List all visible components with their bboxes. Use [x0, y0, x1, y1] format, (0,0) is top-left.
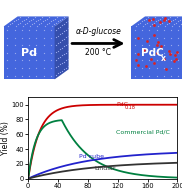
- Text: Lindlar: Lindlar: [94, 166, 115, 171]
- Text: PdC: PdC: [116, 102, 128, 107]
- Y-axis label: Yield (%): Yield (%): [1, 121, 10, 155]
- Text: PdC: PdC: [141, 48, 163, 58]
- Text: α-D-glucose: α-D-glucose: [75, 27, 121, 36]
- Text: x: x: [161, 54, 166, 63]
- Text: 200 °C: 200 °C: [85, 48, 111, 57]
- Polygon shape: [4, 26, 55, 79]
- Polygon shape: [4, 16, 69, 26]
- Polygon shape: [131, 16, 182, 26]
- Text: Commercial Pd/C: Commercial Pd/C: [116, 129, 170, 135]
- Text: 0.18: 0.18: [124, 105, 135, 110]
- Polygon shape: [55, 16, 69, 79]
- Polygon shape: [131, 26, 182, 79]
- Text: Pd cube: Pd cube: [79, 154, 104, 159]
- Text: Pd: Pd: [21, 48, 37, 58]
